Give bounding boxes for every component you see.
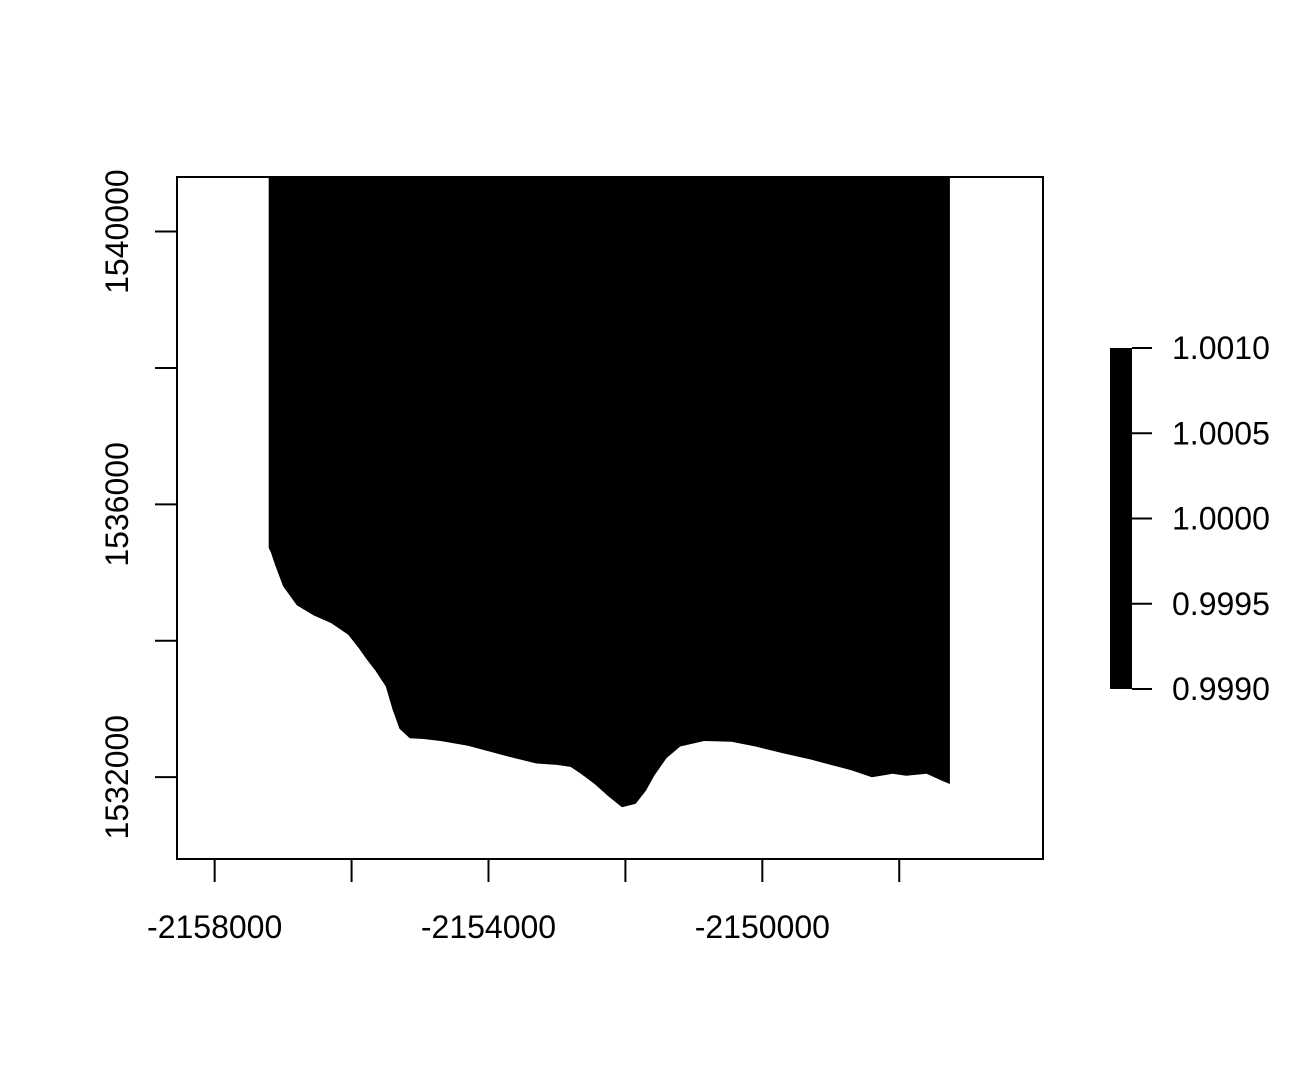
raster-layer — [268, 177, 950, 808]
x-tick-label: -2150000 — [695, 909, 830, 945]
colorbar-tick-label: 1.0000 — [1172, 501, 1270, 537]
x-tick-label: -2154000 — [421, 909, 556, 945]
y-tick-label: 1532000 — [99, 715, 135, 840]
colorbar-tick-label: 1.0005 — [1172, 415, 1270, 451]
colorbar-tick-label: 0.9990 — [1172, 671, 1270, 707]
y-tick-label: 1540000 — [99, 169, 135, 294]
colorbar-tick-label: 1.0010 — [1172, 330, 1270, 366]
y-tick-label: 1536000 — [99, 442, 135, 567]
colorbar-swatch — [1110, 348, 1132, 689]
colorbar-legend: 0.9990 0.9995 1.0000 1.0005 1.0010 — [1110, 330, 1270, 707]
y-axis: 1532000 1536000 1540000 — [99, 169, 178, 840]
colorbar-tick-label: 0.9995 — [1172, 586, 1270, 622]
x-axis: -2158000 -2154000 -2150000 — [147, 858, 901, 945]
x-tick-label: -2158000 — [147, 909, 282, 945]
raster-value-region — [268, 177, 950, 808]
